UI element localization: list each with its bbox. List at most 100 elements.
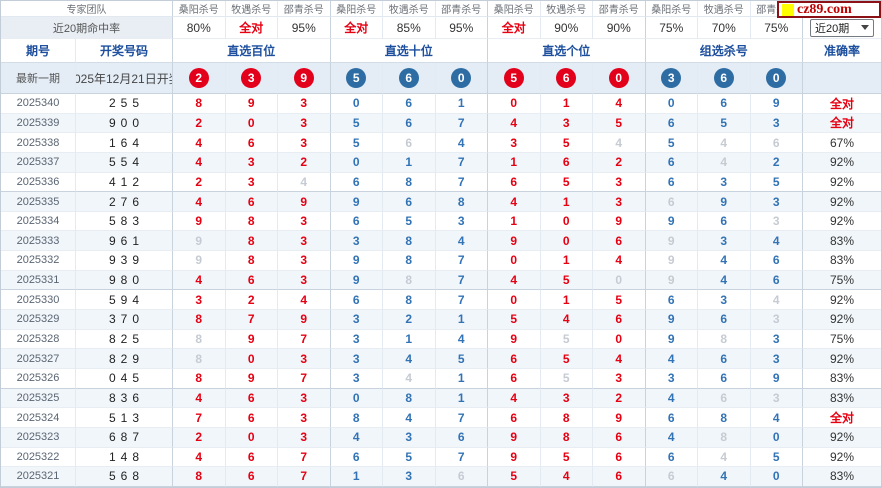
result-cell: 370: [76, 310, 173, 330]
accuracy-value: 92%: [803, 192, 881, 212]
kill-number: 7: [173, 408, 226, 428]
kill-number: 4: [173, 133, 226, 153]
expert-name: 邵青杀号: [435, 1, 488, 17]
kill-number: 9: [488, 427, 541, 448]
kill-number: 6: [488, 349, 541, 369]
kill-number: 5: [540, 349, 593, 369]
period-cell: 2025327: [1, 349, 76, 369]
kill-number: 3: [330, 329, 383, 350]
kill-number: 1: [488, 211, 541, 232]
kill-number: 9: [488, 329, 541, 350]
kill-number: 9: [278, 310, 331, 330]
group-header: 直选个位: [488, 39, 646, 63]
hit-rate-value: 90%: [593, 17, 646, 39]
kill-number: 3: [750, 113, 803, 134]
range-select[interactable]: 近20期: [810, 18, 874, 37]
kill-number: 5: [383, 447, 436, 468]
kill-number: 1: [383, 152, 436, 173]
kill-number: 1: [435, 368, 488, 389]
kill-number: 4: [278, 290, 331, 311]
table-row: 2025334 583 9 8 3 6 5 3 1 0 9 9 6 3 92%: [1, 211, 881, 232]
accuracy-value: 75%: [803, 271, 881, 291]
kill-number: 8: [540, 408, 593, 428]
kill-number: 7: [435, 447, 488, 468]
kill-number: 4: [435, 133, 488, 153]
kill-number: 6: [488, 368, 541, 389]
kill-number: 4: [750, 290, 803, 311]
kill-number: 4: [488, 388, 541, 409]
kill-number: 6: [330, 447, 383, 468]
kill-number: 8: [173, 94, 226, 114]
kill-number: 7: [435, 113, 488, 134]
site-logo[interactable]: cz89.com: [777, 1, 881, 18]
kill-number: 9: [593, 408, 646, 428]
result-cell: 554: [76, 152, 173, 173]
kill-number-circle: 6: [556, 68, 577, 88]
kill-number: 4: [750, 231, 803, 252]
kill-number: 4: [645, 388, 698, 409]
kill-number: 9: [330, 270, 383, 291]
latest-circle-cell: 6: [383, 63, 436, 94]
kill-number: 9: [488, 231, 541, 252]
kill-number: 8: [383, 388, 436, 409]
kill-number-circle: 0: [766, 68, 787, 88]
kill-number: 8: [173, 349, 226, 369]
kill-number-circle: 0: [608, 68, 629, 88]
kill-number: 8: [383, 270, 436, 291]
result-cell: 900: [76, 113, 173, 134]
kill-number: 9: [593, 211, 646, 232]
result-cell: 255: [76, 94, 173, 114]
kill-number: 3: [278, 427, 331, 448]
kill-number: 1: [435, 310, 488, 330]
kill-number: 4: [593, 133, 646, 153]
expert-name: 桑阳杀号: [173, 1, 226, 17]
kill-number: 3: [698, 290, 751, 311]
hit-rate-value: 95%: [435, 17, 488, 39]
group-header: 直选十位: [330, 39, 488, 63]
kill-number: 3: [593, 172, 646, 193]
kill-number: 1: [540, 290, 593, 311]
kill-number: 1: [435, 94, 488, 114]
hit-rate-value: 80%: [173, 17, 226, 39]
kill-number: 6: [698, 310, 751, 330]
kill-number: 7: [435, 270, 488, 291]
kill-number: 4: [488, 192, 541, 212]
kill-number: 3: [540, 388, 593, 409]
kill-number: 6: [645, 192, 698, 212]
table-row: 2025327 829 8 0 3 3 4 5 6 5 4 4 6 3 92%: [1, 349, 881, 369]
kill-number: 4: [173, 447, 226, 468]
kill-number: 3: [330, 231, 383, 252]
kill-number: 4: [593, 94, 646, 114]
kill-number: 7: [278, 447, 331, 468]
kill-number: 3: [383, 427, 436, 448]
latest-circle-cell: 3: [645, 63, 698, 94]
kill-number: 7: [435, 290, 488, 311]
accuracy-value: 92%: [803, 448, 881, 468]
kill-number: 6: [225, 133, 278, 153]
result-cell: 594: [76, 290, 173, 311]
result-cell: 825: [76, 329, 173, 350]
kill-number: 2: [593, 388, 646, 409]
kill-number: 0: [225, 113, 278, 134]
kill-number: 0: [750, 427, 803, 448]
kill-number: 8: [540, 427, 593, 448]
table-row: 2025321 568 8 6 7 1 3 6 5 4 6 6 4 0 83%: [1, 467, 881, 487]
kill-number: 1: [488, 152, 541, 173]
kill-number: 6: [225, 388, 278, 409]
result-cell: 148: [76, 447, 173, 468]
table-row: 2025325 836 4 6 3 0 8 1 4 3 2 4 6 3 83%: [1, 388, 881, 409]
kill-number: 6: [383, 113, 436, 134]
accuracy-value: 92%: [803, 349, 881, 369]
kill-number: 3: [383, 467, 436, 487]
kill-number: 0: [488, 94, 541, 114]
result-cell: 276: [76, 192, 173, 212]
kill-number: 4: [593, 349, 646, 369]
kill-number: 8: [383, 231, 436, 252]
kill-number: 9: [750, 94, 803, 114]
kill-number: 9: [645, 270, 698, 291]
result-cell: 687: [76, 427, 173, 448]
kill-number: 9: [225, 329, 278, 350]
kill-number: 6: [225, 447, 278, 468]
kill-number: 0: [645, 94, 698, 114]
kill-number: 6: [435, 467, 488, 487]
